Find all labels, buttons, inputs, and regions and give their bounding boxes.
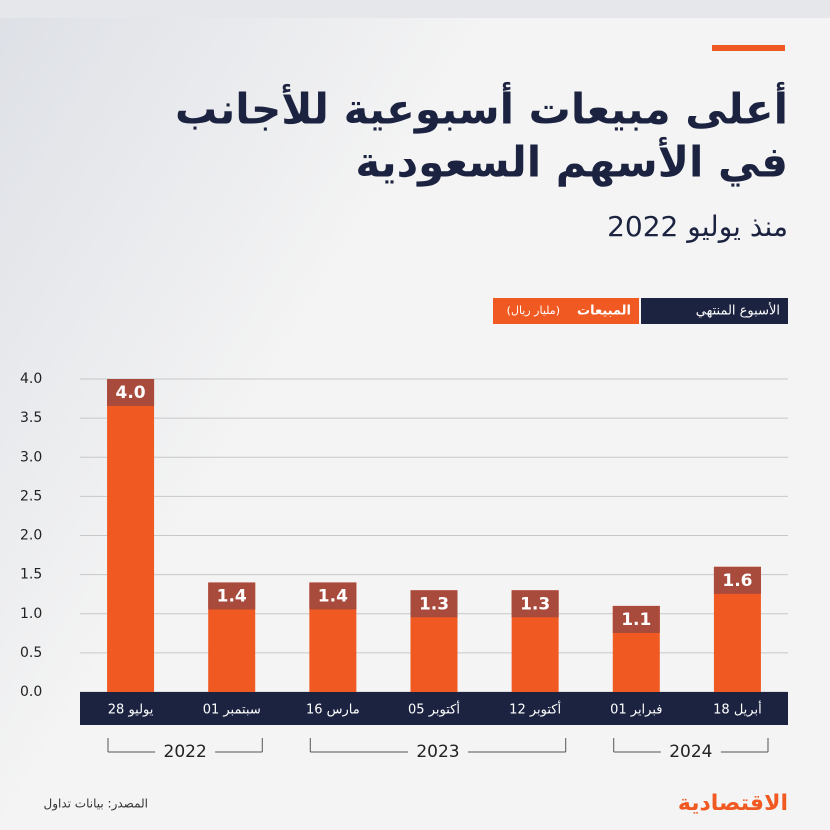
- value-label: 1.4: [217, 586, 247, 606]
- legend-unit: (مليار ريال): [507, 304, 560, 317]
- bar-cap: [612, 605, 660, 633]
- top-strip: [0, 0, 830, 18]
- bar-cap: [410, 590, 458, 618]
- chart-title: في الأسهم السعودية: [355, 137, 788, 188]
- x-tick-label: 12 أكتوبر: [509, 701, 561, 718]
- x-tick-label: 01 سبتمبر: [203, 703, 261, 718]
- bar-cap: [208, 582, 256, 610]
- x-tick-label: 16 مارس: [306, 703, 360, 718]
- x-tick-label: 05 أكتوبر: [408, 701, 460, 718]
- y-tick-label: 0.0: [20, 684, 42, 700]
- value-label: 1.3: [419, 594, 449, 614]
- chart-title: أعلى مبيعات أسبوعية للأجانب: [175, 82, 788, 135]
- legend-value: المبيعات: [577, 304, 631, 319]
- value-label: 1.1: [621, 610, 651, 630]
- y-tick-label: 2.0: [20, 528, 42, 544]
- y-tick-label: 1.0: [20, 606, 42, 622]
- bar-cap: [511, 590, 559, 618]
- x-tick-label: 18 أبريل: [713, 701, 762, 718]
- logo: الاقتصادية: [678, 791, 788, 816]
- y-tick-label: 4.0: [20, 371, 42, 387]
- value-label: 4.0: [116, 383, 146, 403]
- category-band: [80, 692, 788, 725]
- x-tick-label: 28 يوليو: [108, 703, 154, 718]
- year-label: 2022: [164, 742, 207, 762]
- y-tick-label: 2.5: [20, 488, 42, 504]
- legend-category-box: [641, 298, 788, 324]
- bar-cap: [309, 582, 357, 610]
- y-tick-label: 3.5: [20, 410, 42, 426]
- legend-category: الأسبوع المنتهي: [696, 302, 780, 319]
- value-label: 1.6: [722, 571, 752, 591]
- legend-value-box: [493, 298, 639, 324]
- bar: [107, 379, 155, 692]
- bar-cap: [107, 379, 155, 406]
- source: المصدر: بيانات تداول: [44, 797, 149, 812]
- year-label: 2023: [416, 742, 459, 762]
- y-tick-label: 0.5: [20, 645, 42, 661]
- value-label: 1.3: [520, 594, 550, 614]
- y-tick-label: 1.5: [20, 567, 42, 583]
- x-tick-label: 01 فبراير: [610, 703, 662, 718]
- accent-line: [712, 45, 785, 51]
- bar-cap: [713, 566, 761, 594]
- y-tick-label: 3.0: [20, 449, 42, 465]
- value-label: 1.4: [318, 586, 348, 606]
- chart-subtitle: منذ يوليو 2022: [607, 210, 788, 243]
- year-label: 2024: [669, 742, 712, 762]
